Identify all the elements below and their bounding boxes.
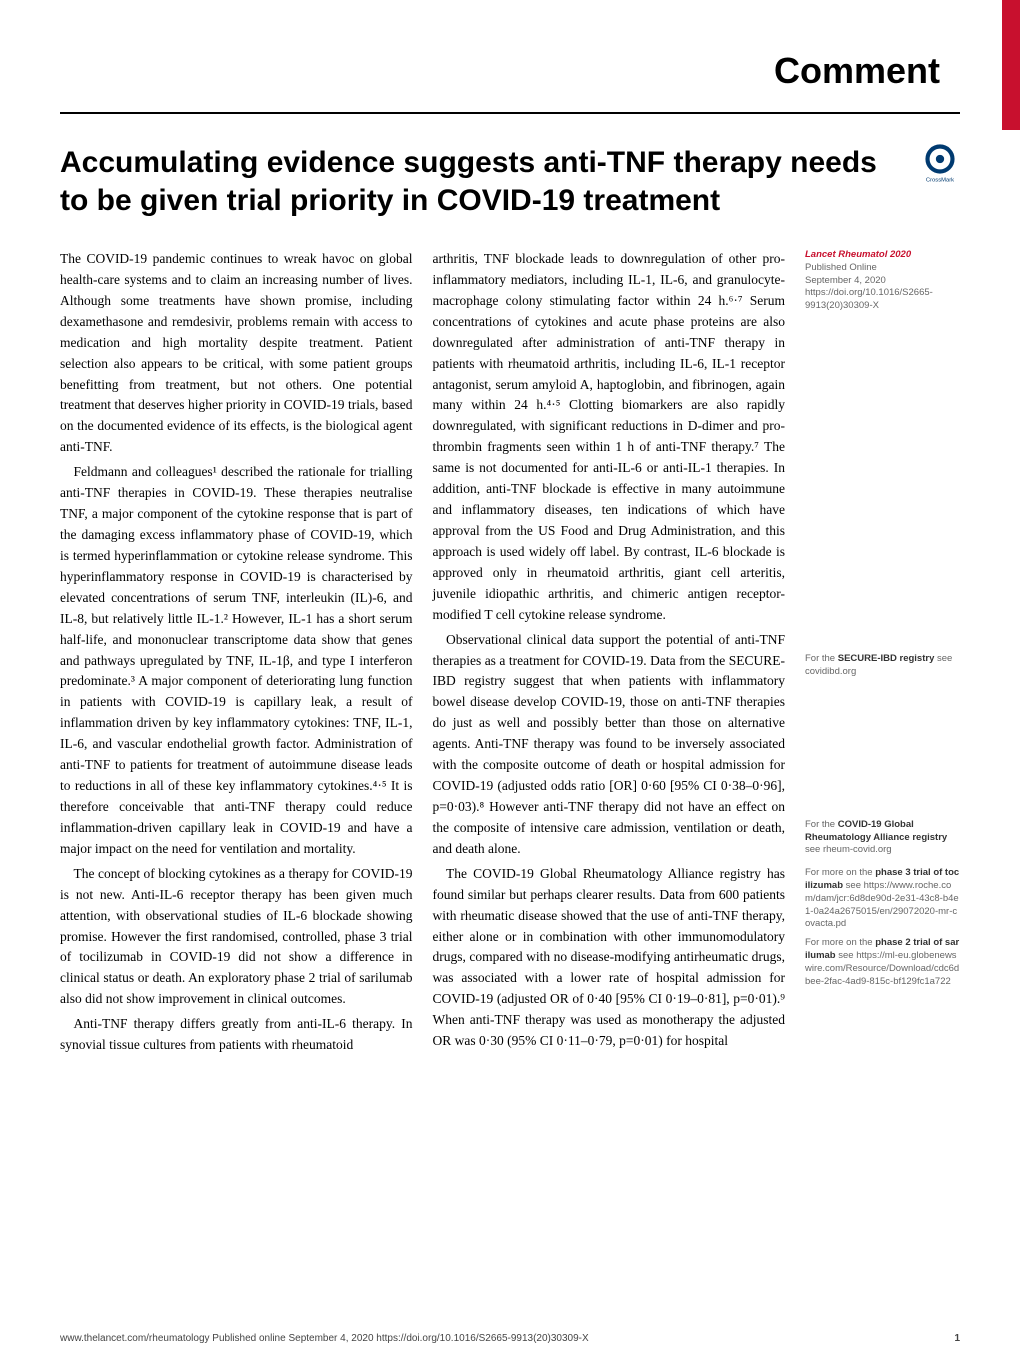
body-column-2: arthritis, TNF blockade leads to downreg…: [433, 249, 786, 1060]
margin-note-secure-ibd: For the SECURE-IBD registry see covidibd…: [805, 653, 960, 679]
paragraph: The COVID-19 Global Rheumatology Allianc…: [433, 864, 786, 1052]
crossmark-icon[interactable]: CrossMark: [920, 144, 960, 184]
article-title: Accumulating evidence suggests anti-TNF …: [60, 144, 900, 219]
page-number: 1: [954, 1333, 960, 1344]
body-column-1: The COVID-19 pandemic continues to wreak…: [60, 249, 413, 1060]
doi-link[interactable]: https://doi.org/10.1016/S2665-9913(20)30…: [805, 287, 933, 311]
brand-red-bar: [1002, 0, 1020, 130]
page-footer: www.thelancet.com/rheumatology Published…: [60, 1333, 960, 1344]
paragraph: Anti-TNF therapy differs greatly from an…: [60, 1014, 413, 1056]
margin-note-sarilumab: For more on the phase 2 trial of sarilum…: [805, 937, 960, 988]
footer-citation: www.thelancet.com/rheumatology Published…: [60, 1333, 589, 1344]
publication-info: Lancet Rheumatol 2020 Published Online S…: [805, 249, 960, 313]
margin-note-gra: For the COVID-19 Global Rheumatology All…: [805, 819, 960, 857]
section-header: Comment: [0, 0, 1020, 112]
svg-text:CrossMark: CrossMark: [926, 178, 954, 184]
paragraph: arthritis, TNF blockade leads to downreg…: [433, 249, 786, 626]
pub-online-label: Published Online: [805, 262, 877, 273]
note-text: For more on the: [805, 867, 875, 878]
margin-sidebar: Lancet Rheumatol 2020 Published Online S…: [805, 249, 960, 1060]
paragraph: The concept of blocking cytokines as a t…: [60, 864, 413, 1010]
note-text: For more on the: [805, 937, 875, 948]
note-text: For the: [805, 819, 838, 830]
paragraph: The COVID-19 pandemic continues to wreak…: [60, 249, 413, 458]
pub-date: September 4, 2020: [805, 275, 886, 286]
note-text: For the: [805, 653, 838, 664]
journal-name: Lancet Rheumatol 2020: [805, 249, 911, 260]
margin-note-tocilizumab: For more on the phase 3 trial of tociliz…: [805, 867, 960, 931]
note-link[interactable]: see rheum-covid.org: [805, 844, 892, 855]
paragraph: Observational clinical data support the …: [433, 630, 786, 860]
paragraph: Feldmann and colleagues¹ described the r…: [60, 462, 413, 860]
note-bold: SECURE-IBD registry: [838, 653, 935, 664]
